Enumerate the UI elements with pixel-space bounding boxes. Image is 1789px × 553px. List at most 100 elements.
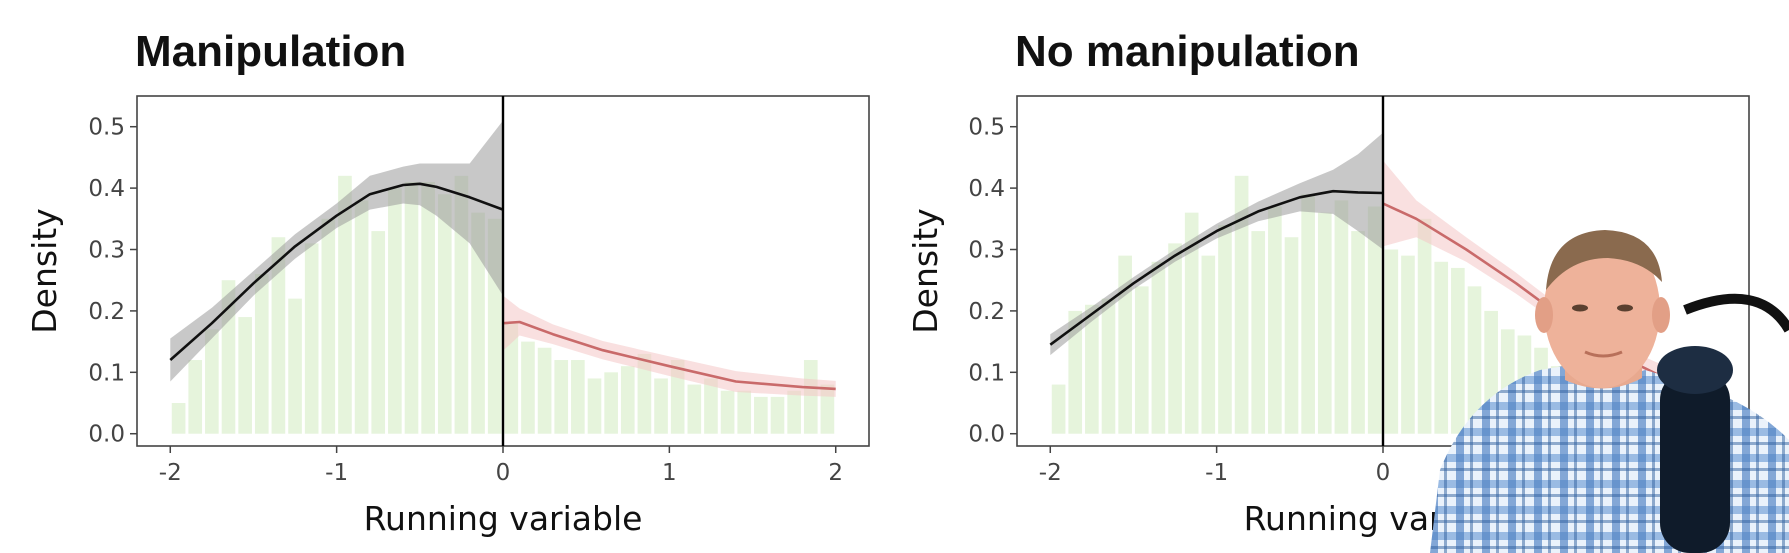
chart-title: Manipulation [135,27,406,76]
histogram-bar [587,378,602,434]
histogram-bar [454,175,469,434]
y-axis-ticks: 0.0 0.1 0.2 0.3 0.4 0.5 [88,115,137,448]
x-tick-label: 2 [828,460,843,486]
histogram-bar [1101,298,1116,434]
histogram-bar [1351,231,1365,434]
histogram-bar [1384,249,1399,434]
histogram-bar [1201,255,1216,434]
x-tick-label: 0 [496,460,511,486]
histogram-bar [1168,243,1182,434]
y-tick-label: 0.3 [968,238,1005,264]
histogram-bar [354,200,369,434]
histogram-bar [537,347,552,434]
histogram-bar [704,378,718,434]
fit-line [502,320,836,391]
histogram-bar [787,390,801,434]
y-axis-ticks: 0.0 0.1 0.2 0.3 0.4 0.5 [968,115,1017,448]
histogram-bar [1284,237,1299,434]
histogram-bar [1334,200,1349,434]
histogram-bar [554,360,569,434]
x-tick-label: 1 [662,460,677,486]
chart-manipulation: Manipulation 0.00.10.20.30.40.5 -2 -1 0 1 2 … [25,27,870,538]
histogram-bar [437,194,452,434]
histogram-bar [421,181,435,434]
histogram-bar [1268,206,1282,434]
x-tick-label: -2 [159,460,182,486]
histogram-bar [1051,384,1066,434]
histogram-bar [1184,212,1199,434]
histogram-bar [171,403,186,434]
confidence-band [1050,132,1383,356]
histogram-bar [371,231,386,434]
histogram-bar [404,181,419,434]
histogram-bar [1434,261,1449,434]
histogram-bar [1417,218,1432,434]
x-axis-label: Running variable [364,499,643,538]
histogram-bar [504,323,519,434]
histogram-bar [1134,286,1149,434]
histogram-bar [654,378,668,434]
histogram-bar [288,298,302,434]
x-tick-label: -1 [1205,460,1228,486]
histogram-bar [1234,175,1249,434]
histogram-bar [1068,310,1083,434]
histogram-bar [620,366,635,434]
histogram-bar [1218,224,1232,434]
histogram-bar [321,218,336,434]
histogram-bar [1451,267,1465,434]
histogram-bar [521,341,535,434]
y-tick-label: 0.5 [968,115,1005,141]
x-axis-ticks: -2 -1 0 1 2 [159,446,843,486]
x-tick-label: -1 [325,460,348,486]
histogram-bar [1401,255,1415,434]
y-axis-label: Density [25,208,64,333]
histogram-bar [1467,286,1482,434]
y-tick-label: 0.1 [968,360,1005,386]
histogram-bar [604,372,618,434]
confidence-band [503,295,836,397]
histogram-bar [1085,304,1099,434]
x-tick-label: -2 [1039,460,1062,486]
histogram-bar [754,396,768,434]
y-axis-label: Density [906,208,945,333]
histogram-bar [1301,194,1315,434]
histogram-bar [388,188,402,434]
webcam-overlay [1430,220,1789,553]
histogram-bar [238,317,252,434]
histogram-bar [1251,231,1266,434]
y-tick-label: 0.4 [88,176,125,202]
histogram-bar [687,384,702,434]
histogram-bar [1151,261,1166,434]
fit-lines [169,96,836,446]
histogram-bar [188,360,203,434]
histogram-bar [471,212,485,434]
y-tick-label: 0.3 [88,238,125,264]
histogram-bar [254,274,269,434]
y-tick-label: 0.5 [88,115,125,141]
fit-line [169,182,504,361]
y-tick-label: 0.0 [968,422,1005,448]
y-tick-label: 0.0 [88,422,125,448]
histogram-bar [1367,206,1382,434]
histogram-bar [304,243,319,434]
histogram-bar [803,360,818,434]
x-tick-label: 0 [1376,460,1391,486]
histogram-bar [720,390,735,434]
histogram-bar [271,237,286,434]
histogram-bar [1118,255,1132,434]
chart-title: No manipulation [1015,27,1360,76]
histogram-bar [1317,212,1332,434]
y-tick-label: 0.1 [88,360,125,386]
presenter-image [1430,230,1789,553]
histogram-bar [637,353,652,434]
y-tick-label: 0.4 [968,176,1005,202]
y-tick-label: 0.2 [968,299,1005,325]
confidence-band [170,120,504,382]
histogram-bar [770,396,785,434]
histogram-bar [571,360,585,434]
y-tick-label: 0.2 [88,299,125,325]
histogram-bar [205,329,219,434]
histogram [171,175,835,434]
histogram-bar [737,390,752,434]
histogram-bar [820,384,835,434]
